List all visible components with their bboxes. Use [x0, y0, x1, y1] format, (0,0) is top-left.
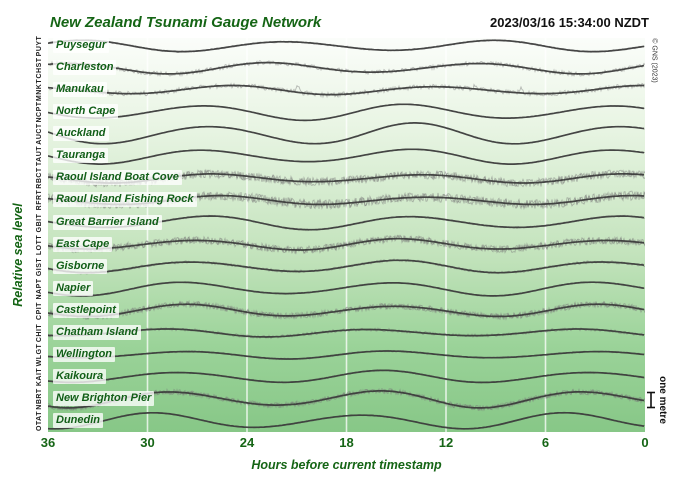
- station-label-RFRT: Raoul Island Fishing Rock: [53, 192, 197, 208]
- x-tick-label-18: 18: [339, 435, 354, 450]
- x-tick-label-36: 36: [40, 435, 56, 450]
- station-code-OTAT: OTAT: [36, 411, 43, 432]
- tide-trace-AUCT: [48, 122, 645, 145]
- tide-trace-GIST: [48, 259, 645, 274]
- copyright-credit: © GNS (2023): [650, 38, 658, 83]
- station-label-OTAT: Dunedin: [53, 413, 103, 428]
- tide-trace-PUYT: [48, 39, 645, 53]
- station-label-LOTT: East Cape: [53, 236, 113, 252]
- tide-trace-OTAT: [48, 411, 645, 430]
- station-label-MNKT: Manukau: [53, 82, 107, 98]
- station-label-KAIT: Kaikoura: [53, 368, 107, 384]
- station-label-NBRT: New Brighton Pier: [53, 391, 155, 406]
- one-metre-scale-bar: [647, 391, 655, 409]
- tide-trace-CHST: [48, 61, 645, 75]
- station-label-NAPT: Napier: [53, 280, 94, 296]
- station-label-WLGT: Wellington: [53, 346, 116, 362]
- tide-trace-KAIT: [48, 369, 645, 384]
- x-axis-label: Hours before current timestamp: [251, 458, 442, 472]
- x-tick-label-24: 24: [239, 435, 255, 450]
- tide-trace-LOTT: [48, 237, 645, 251]
- tide-trace-WLGT: [48, 350, 645, 360]
- station-label-CPIT: Castlepoint: [53, 302, 119, 318]
- station-label-GIST: Gisborne: [53, 258, 108, 274]
- x-tick-label-12: 12: [438, 435, 454, 450]
- station-label-GBIT: Great Barrier Island: [53, 214, 162, 230]
- station-label-PUYT: Puysegur: [53, 38, 110, 53]
- station-label-CHST: Charleston: [53, 60, 117, 76]
- tide-trace-TAUT: [48, 148, 645, 165]
- station-label-RBCT: Raoul Island Boat Cove: [53, 170, 182, 186]
- noise-band-CHST: [48, 59, 645, 78]
- tide-trace-CPIT: [48, 303, 645, 318]
- tide-trace-NCPT: [48, 103, 645, 122]
- station-label-CHIT: Chatham Island: [53, 324, 141, 340]
- x-tick-label-6: 6: [541, 435, 550, 450]
- tide-trace-NAPT: [48, 281, 645, 297]
- station-label-NCPT: North Cape: [53, 104, 119, 120]
- one-metre-label: one metre: [657, 376, 668, 424]
- current-timestamp: 2023/03/16 15:34:00 NZDT: [490, 15, 649, 30]
- x-tick-label-30: 30: [140, 435, 155, 450]
- chart-title: New Zealand Tsunami Gauge Network: [50, 14, 322, 31]
- station-label-TAUT: Tauranga: [53, 148, 109, 164]
- tide-trace-MNKT: [48, 84, 644, 96]
- x-tick-label-0: 0: [641, 435, 649, 450]
- y-axis-label: Relative sea level: [11, 203, 25, 307]
- station-label-AUCT: Auckland: [53, 126, 109, 142]
- tide-trace-CHIT: [48, 328, 645, 338]
- plot-area: Puysegur Charleston Manukau North Cape Auckl…: [48, 38, 645, 432]
- gauge-traces-plot: [48, 38, 645, 432]
- noise-band-CPIT: [48, 300, 645, 321]
